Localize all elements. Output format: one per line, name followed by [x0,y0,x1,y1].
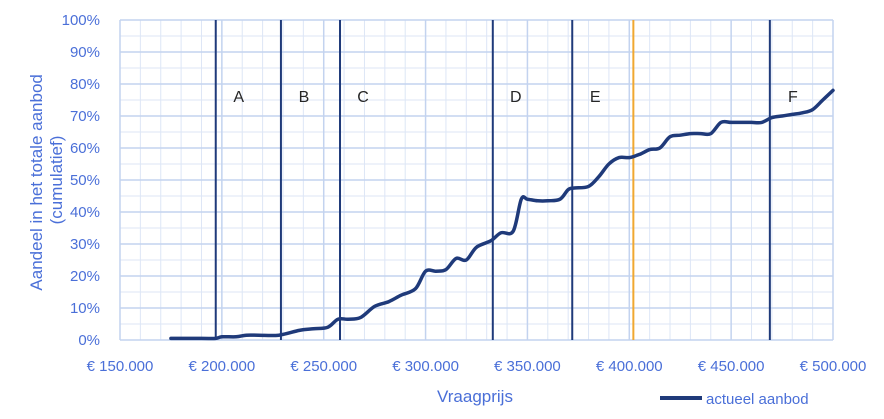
region-label-a: A [233,89,244,106]
y-tick-label: 70% [70,108,100,125]
y-tick-label: 0% [78,332,100,349]
series-group [169,88,835,341]
region-lines [214,20,771,340]
region-label-e: E [590,89,601,106]
y-tick-label: 20% [70,268,100,285]
y-tick-label: 40% [70,204,100,221]
region-label-d: D [510,89,522,106]
region-labels: A B C D E F [233,89,798,106]
x-axis-title: Vraagprijs [437,387,513,406]
x-tick-label: € 350.000 [494,358,561,375]
y-tick-label: 60% [70,140,100,157]
y-axis-title-line-2: (cumulatief) [47,136,66,225]
x-tick-label: € 200.000 [188,358,255,375]
y-tick-label: 30% [70,236,100,253]
region-label-f: F [788,89,798,106]
series-line-actueel-aanbod [169,88,835,341]
y-tick-label: 100% [62,12,100,29]
x-tick-label: € 500.000 [800,358,867,375]
y-tick-label: 10% [70,300,100,317]
grid-major [119,19,834,341]
x-tick-label: € 450.000 [698,358,765,375]
y-tick-label: 80% [70,76,100,93]
legend-label-actueel-aanbod: actueel aanbod [706,391,809,408]
region-label-c: C [357,89,369,106]
region-label-b: B [299,89,310,106]
legend: actueel aanbod [660,391,809,408]
y-tick-label: 50% [70,172,100,189]
y-axis-title-line-1: Aandeel in het totale aanbod [27,74,46,290]
y-axis-ticks: 0% 10% 20% 30% 40% 50% 60% 70% 80% 90% 100% [62,12,100,349]
y-tick-label: 90% [70,44,100,61]
x-tick-label: € 300.000 [392,358,459,375]
x-tick-label: € 150.000 [87,358,154,375]
x-tick-label: € 400.000 [596,358,663,375]
y-axis-title: Aandeel in het totale aanbod (cumulatief… [27,69,66,290]
x-axis-ticks: € 150.000 € 200.000 € 250.000 € 300.000 € 35… [87,358,867,375]
x-tick-label: € 250.000 [290,358,357,375]
